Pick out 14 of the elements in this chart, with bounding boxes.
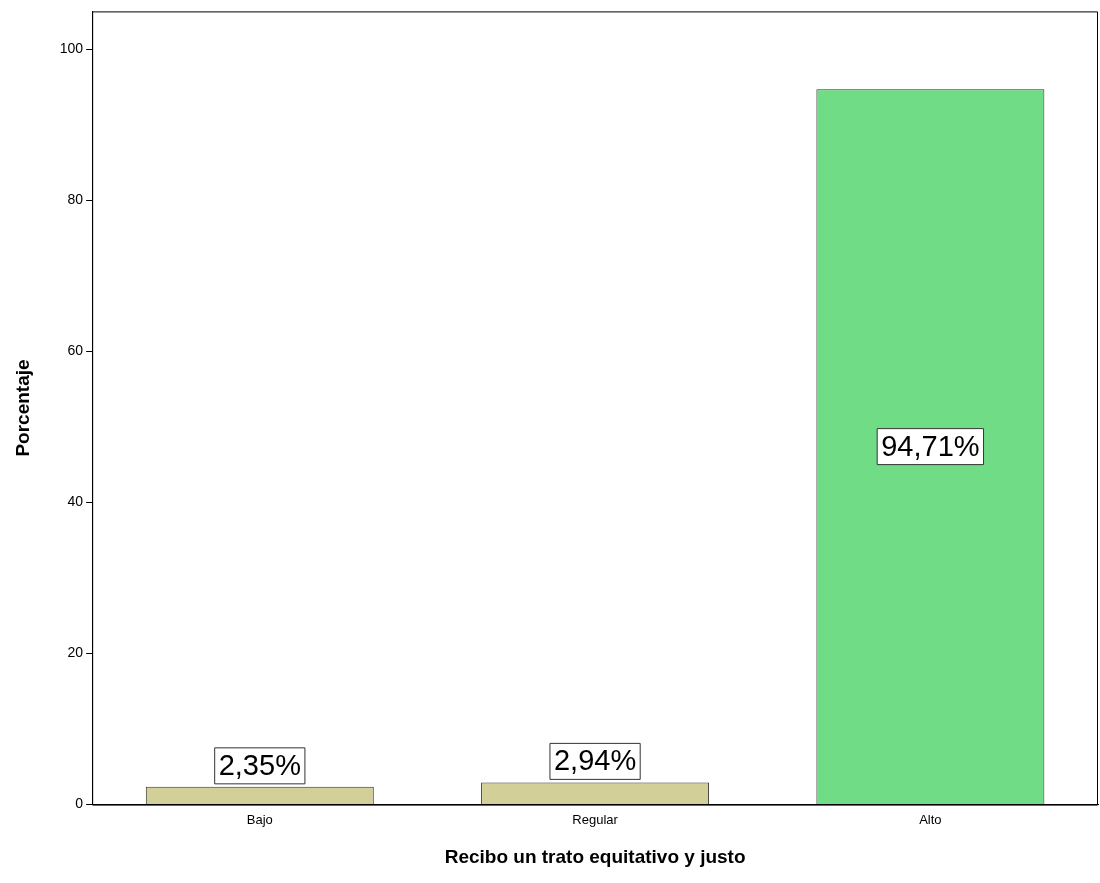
y-tick-label: 0 bbox=[75, 795, 84, 812]
y-axis-title: Porcentaje bbox=[11, 359, 33, 457]
data-label: 2,35% bbox=[218, 748, 301, 781]
x-tick-label: Alto bbox=[919, 811, 942, 827]
x-axis-title: Recibo un trato equitativo y justo bbox=[444, 845, 746, 867]
y-tick-label: 20 bbox=[67, 644, 84, 661]
data-label: 94,71% bbox=[881, 429, 980, 462]
x-tick-label: Bajo bbox=[246, 811, 273, 827]
data-label: 2,94% bbox=[553, 744, 637, 777]
y-tick-label: 40 bbox=[67, 493, 84, 510]
y-tick-label: 80 bbox=[67, 191, 84, 208]
x-tick-label: Regular bbox=[572, 811, 619, 827]
y-tick-label: 100 bbox=[59, 40, 84, 57]
y-tick-label: 60 bbox=[67, 342, 84, 359]
